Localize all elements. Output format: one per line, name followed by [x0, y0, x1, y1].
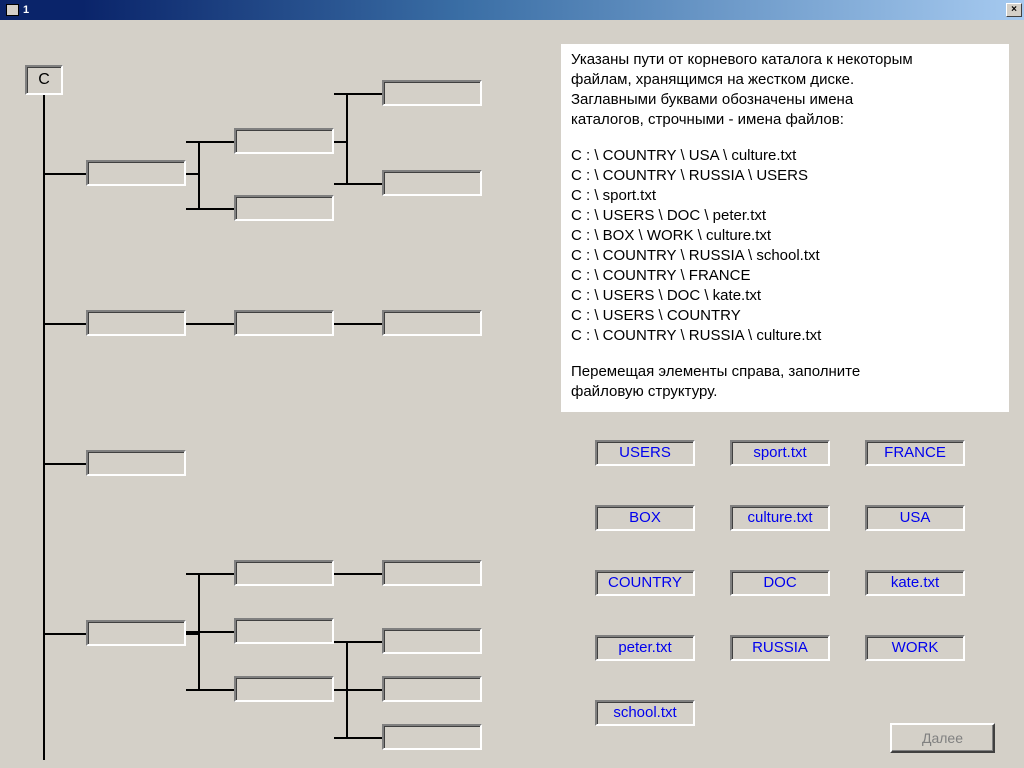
tree-slot[interactable] — [382, 170, 482, 196]
window-titlebar: 1 × — [0, 0, 1024, 20]
connector-line — [186, 208, 234, 210]
outro-line: Перемещая элементы справа, заполните — [571, 362, 999, 382]
window-title: 1 — [23, 4, 29, 16]
connector-line — [334, 183, 382, 185]
next-button[interactable]: Далее — [890, 723, 995, 753]
connector-line — [186, 633, 200, 635]
draggable-chip[interactable]: sport.txt — [730, 440, 830, 466]
path-line: C : \ USERS \ COUNTRY — [571, 306, 999, 326]
close-button[interactable]: × — [1006, 3, 1022, 17]
draggable-chip[interactable]: DOC — [730, 570, 830, 596]
connector-line — [346, 93, 348, 183]
connector-line — [334, 323, 382, 325]
tree-slot[interactable] — [382, 628, 482, 654]
draggable-chip[interactable]: peter.txt — [595, 635, 695, 661]
tree-slot[interactable] — [382, 676, 482, 702]
intro-line: файлам, хранящимся на жестком диске. — [571, 70, 999, 90]
tree-slot[interactable] — [234, 128, 334, 154]
app-icon — [6, 4, 19, 16]
connector-line — [186, 573, 234, 575]
path-line: C : \ USERS \ DOC \ peter.txt — [571, 206, 999, 226]
draggable-chip[interactable]: BOX — [595, 505, 695, 531]
connector-line — [334, 737, 382, 739]
path-line: C : \ COUNTRY \ RUSSIA \ culture.txt — [571, 326, 999, 346]
tree-slot[interactable] — [382, 560, 482, 586]
draggable-chip[interactable]: USA — [865, 505, 965, 531]
connector-line — [43, 463, 86, 465]
connector-line — [186, 173, 200, 175]
draggable-chip[interactable]: WORK — [865, 635, 965, 661]
client-area: Указаны пути от корневого каталога к нек… — [0, 20, 1024, 768]
path-line: C : \ COUNTRY \ RUSSIA \ USERS — [571, 166, 999, 186]
tree-slot[interactable] — [382, 310, 482, 336]
tree-slot[interactable] — [86, 450, 186, 476]
draggable-chip[interactable]: RUSSIA — [730, 635, 830, 661]
connector-line — [334, 141, 348, 143]
connector-line — [334, 689, 348, 691]
connector-line — [334, 641, 382, 643]
connector-line — [186, 141, 234, 143]
draggable-chip[interactable]: USERS — [595, 440, 695, 466]
connector-line — [334, 93, 382, 95]
tree-slot[interactable] — [234, 310, 334, 336]
tree-root-node: C — [25, 65, 63, 95]
draggable-chip[interactable]: FRANCE — [865, 440, 965, 466]
intro-line: каталогов, строчными - имена файлов: — [571, 110, 999, 130]
connector-line — [186, 689, 234, 691]
tree-slot[interactable] — [382, 724, 482, 750]
intro-line: Заглавными буквами обозначены имена — [571, 90, 999, 110]
connector-line — [43, 95, 45, 760]
path-line: C : \ COUNTRY \ FRANCE — [571, 266, 999, 286]
draggable-chip[interactable]: school.txt — [595, 700, 695, 726]
connector-line — [334, 573, 382, 575]
tree-slot[interactable] — [382, 80, 482, 106]
draggable-chip[interactable]: COUNTRY — [595, 570, 695, 596]
connector-line — [43, 323, 86, 325]
path-line: C : \ BOX \ WORK \ culture.txt — [571, 226, 999, 246]
tree-slot[interactable] — [234, 618, 334, 644]
path-line: C : \ sport.txt — [571, 186, 999, 206]
path-line: C : \ USERS \ DOC \ kate.txt — [571, 286, 999, 306]
intro-line: Указаны пути от корневого каталога к нек… — [571, 50, 999, 70]
draggable-chip[interactable]: kate.txt — [865, 570, 965, 596]
instruction-panel: Указаны пути от корневого каталога к нек… — [561, 44, 1009, 412]
tree-slot[interactable] — [234, 560, 334, 586]
path-line: C : \ COUNTRY \ USA \ culture.txt — [571, 146, 999, 166]
tree-slot[interactable] — [86, 620, 186, 646]
outro-line: файловую структуру. — [571, 382, 999, 402]
draggable-chip[interactable]: culture.txt — [730, 505, 830, 531]
tree-slot[interactable] — [234, 676, 334, 702]
connector-line — [186, 323, 234, 325]
tree-slot[interactable] — [86, 160, 186, 186]
connector-line — [43, 633, 86, 635]
tree-slot[interactable] — [86, 310, 186, 336]
path-list: C : \ COUNTRY \ USA \ culture.txt C : \ … — [571, 146, 999, 346]
connector-line — [43, 173, 86, 175]
path-line: C : \ COUNTRY \ RUSSIA \ school.txt — [571, 246, 999, 266]
tree-slot[interactable] — [234, 195, 334, 221]
